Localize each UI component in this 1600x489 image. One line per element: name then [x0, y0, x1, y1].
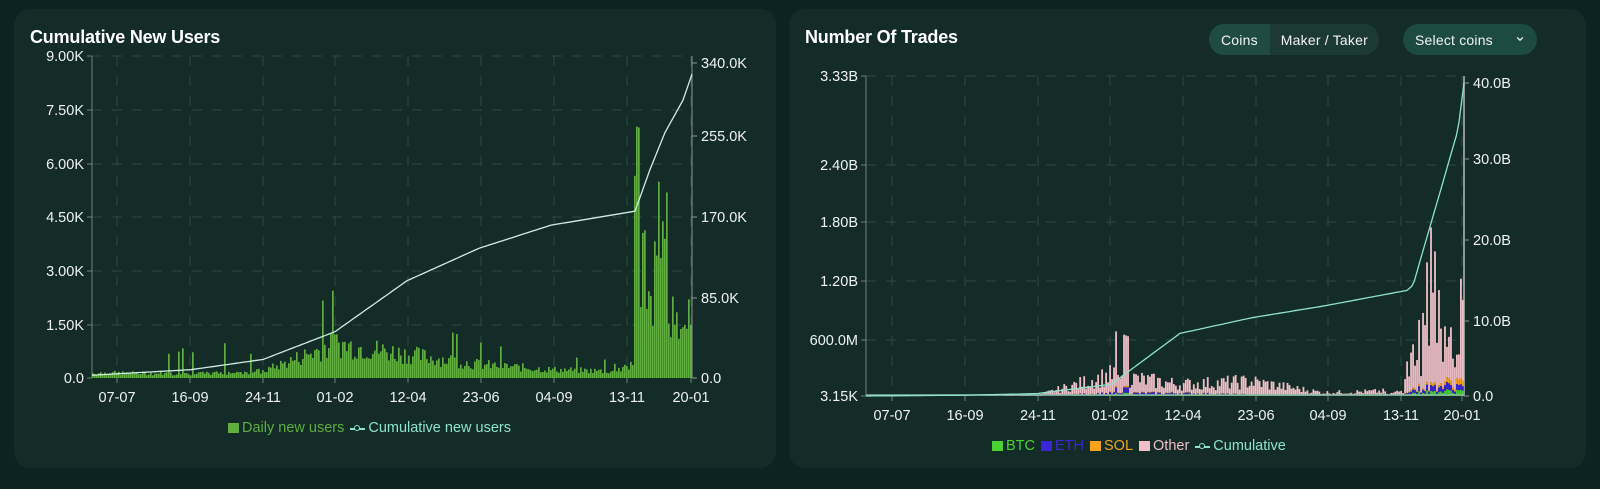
select-coins-label: Select coins: [1415, 31, 1493, 48]
svg-text:9.00K: 9.00K: [46, 49, 84, 65]
bar-swatch-icon: [1139, 441, 1151, 451]
daily-new-users-bars: [92, 126, 692, 379]
svg-text:04-09: 04-09: [535, 390, 572, 406]
svg-text:2.40B: 2.40B: [820, 158, 858, 174]
legend-item-btc[interactable]: BTC: [992, 438, 1035, 454]
svg-text:04-09: 04-09: [1309, 408, 1346, 424]
svg-text:340.0K: 340.0K: [701, 56, 747, 72]
cumulative-line: [91, 73, 693, 376]
x-axis-labels: 07-07 16-09 24-11 01-02 12-04 23-06 04-09 13-11…: [98, 378, 710, 406]
svg-text:24-11: 24-11: [245, 390, 281, 406]
svg-text:20-01: 20-01: [1443, 408, 1480, 424]
svg-text:7.50K: 7.50K: [46, 103, 84, 119]
select-coins-dropdown[interactable]: Select coins: [1403, 24, 1537, 55]
chevron-down-icon: [1516, 37, 1524, 42]
svg-text:1.20B: 1.20B: [820, 274, 858, 290]
legend-item-daily-new-users[interactable]: Daily new users: [228, 420, 344, 436]
svg-text:07-07: 07-07: [98, 390, 135, 406]
svg-text:600.0M: 600.0M: [810, 333, 858, 349]
svg-text:13-11: 13-11: [609, 390, 645, 406]
svg-text:1.80B: 1.80B: [820, 215, 858, 231]
number-of-trades-panel: Number Of Trades Coins Maker / Taker Sel…: [789, 9, 1586, 468]
svg-text:12-04: 12-04: [389, 390, 426, 406]
svg-text:24-11: 24-11: [1020, 408, 1056, 424]
y-axis-right-labels: 0.0 10.0B 20.0B 30.0B 40.0B: [1464, 76, 1511, 405]
legend-label: Cumulative: [1213, 438, 1286, 454]
svg-text:40.0B: 40.0B: [1473, 76, 1511, 92]
chart-legend: Daily new users Cumulative new users: [228, 420, 511, 436]
bar-swatch-icon: [228, 423, 239, 433]
legend-item-cumulative-new-users[interactable]: Cumulative new users: [350, 420, 511, 436]
y-axis-left-labels: 0.0 1.50K 3.00K 4.50K 6.00K 7.50K 9.00K: [46, 49, 92, 387]
svg-text:4.50K: 4.50K: [46, 210, 84, 226]
panel-title: Number Of Trades: [805, 27, 958, 47]
y-axis-left-labels: 3.15K 600.0M 1.20B 1.80B 2.40B 3.33B: [810, 69, 866, 405]
legend-item-sol[interactable]: SOL: [1090, 438, 1133, 454]
svg-text:3.00K: 3.00K: [46, 264, 84, 280]
bar-swatch-icon: [1090, 441, 1101, 451]
svg-text:10.0B: 10.0B: [1473, 314, 1511, 330]
cumulative-new-users-panel: Cumulative New Users 0.0 1.50K 3.00K 4.50K 6…: [14, 9, 776, 468]
svg-text:23-06: 23-06: [1237, 408, 1274, 424]
legend-label: BTC: [1006, 438, 1035, 454]
trades-stacked-bars: [971, 227, 1464, 396]
y-axis-right-labels: 0.0 85.0K 170.0K 255.0K 340.0K: [692, 56, 747, 387]
cumulative-new-users-chart[interactable]: 0.0 1.50K 3.00K 4.50K 6.00K 7.50K 9.00K 0.0 85.0…: [14, 9, 776, 468]
svg-text:1.50K: 1.50K: [46, 318, 84, 334]
svg-text:01-02: 01-02: [316, 390, 353, 406]
svg-text:16-09: 16-09: [946, 408, 983, 424]
svg-text:170.0K: 170.0K: [701, 210, 747, 226]
legend-label: Cumulative new users: [368, 420, 511, 436]
grid-lines: [92, 55, 692, 378]
svg-text:0.0: 0.0: [701, 371, 721, 387]
svg-text:255.0K: 255.0K: [701, 129, 747, 145]
svg-text:30.0B: 30.0B: [1473, 152, 1511, 168]
svg-text:85.0K: 85.0K: [701, 291, 739, 307]
bar-swatch-icon: [992, 441, 1003, 451]
view-toggle: Coins Maker / Taker: [1209, 24, 1379, 55]
svg-text:07-07: 07-07: [873, 408, 910, 424]
number-of-trades-chart[interactable]: 3.15K 600.0M 1.20B 1.80B 2.40B 3.33B 0.0 10.0B 2…: [789, 9, 1586, 468]
legend-item-other[interactable]: Other: [1139, 438, 1189, 454]
svg-text:01-02: 01-02: [1091, 408, 1128, 424]
svg-text:16-09: 16-09: [171, 390, 208, 406]
chart-legend: BTC ETH SOL Other Cumulative: [992, 438, 1286, 454]
x-axis-labels: 07-07 16-09 24-11 01-02 12-04 23-06 04-09 13-11…: [873, 396, 1481, 424]
legend-label: ETH: [1055, 438, 1084, 454]
legend-label: Other: [1153, 438, 1190, 454]
svg-text:20-01: 20-01: [672, 390, 709, 406]
toggle-coins-button[interactable]: Coins: [1209, 24, 1270, 55]
svg-text:0.0: 0.0: [64, 371, 84, 387]
legend-item-cumulative[interactable]: Cumulative: [1195, 438, 1286, 454]
legend-item-eth[interactable]: ETH: [1041, 438, 1084, 454]
svg-text:6.00K: 6.00K: [46, 157, 84, 173]
svg-text:23-06: 23-06: [462, 390, 499, 406]
svg-text:13-11: 13-11: [1383, 408, 1419, 424]
cumulative-line: [866, 82, 1465, 397]
svg-text:20.0B: 20.0B: [1473, 233, 1511, 249]
line-marker-icon: [350, 423, 366, 433]
svg-text:3.15K: 3.15K: [820, 389, 858, 405]
toggle-maker-taker-button[interactable]: Maker / Taker: [1280, 31, 1368, 48]
svg-text:12-04: 12-04: [1164, 408, 1201, 424]
bar-swatch-icon: [1041, 441, 1052, 451]
line-marker-icon: [1195, 441, 1211, 451]
svg-text:3.33B: 3.33B: [820, 69, 858, 85]
legend-label: SOL: [1104, 438, 1134, 454]
legend-label: Daily new users: [242, 420, 345, 436]
grid-lines: [866, 75, 1464, 396]
panel-title: Cumulative New Users: [30, 27, 221, 47]
svg-text:0.0: 0.0: [1473, 389, 1493, 405]
